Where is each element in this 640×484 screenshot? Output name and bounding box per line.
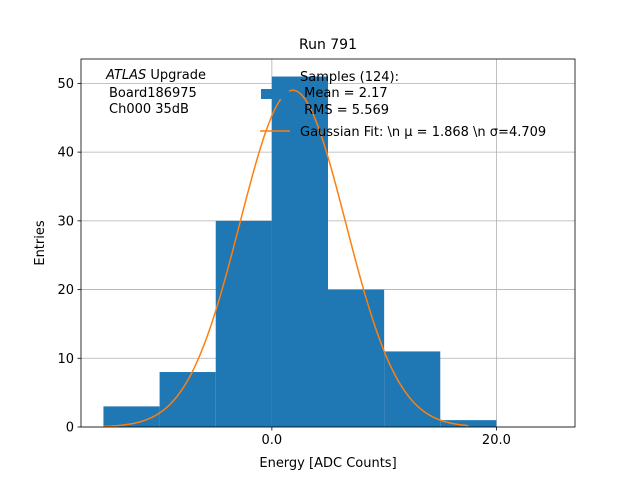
x-tick-label: 20.0 bbox=[482, 433, 511, 448]
histogram-bar bbox=[440, 420, 497, 427]
y-tick-label: 50 bbox=[57, 77, 74, 92]
histogram-bar bbox=[384, 351, 441, 427]
histogram-bar bbox=[215, 220, 272, 427]
legend: Samples (124): Mean = 2.17 RMS = 5.569 G… bbox=[260, 70, 546, 140]
chart-title: Run 791 bbox=[299, 37, 357, 53]
histogram-bar bbox=[328, 289, 385, 427]
atlas-annotation: ATLAS Upgrade bbox=[105, 68, 206, 83]
legend-samples: Samples (124): bbox=[300, 70, 399, 85]
axes-frame bbox=[80, 58, 576, 428]
board-annotation: Board186975 bbox=[109, 86, 197, 101]
atlas-italic: ATLAS bbox=[105, 68, 146, 83]
legend-fit: Gaussian Fit: \n μ = 1.868 \n σ=4.709 bbox=[300, 125, 546, 140]
y-axis-label: Entries bbox=[33, 220, 48, 266]
atlas-upgrade: Upgrade bbox=[146, 68, 206, 83]
legend-mean: Mean = 2.17 bbox=[300, 86, 388, 101]
histogram-bars bbox=[103, 76, 497, 428]
y-tick-label: 20 bbox=[57, 283, 74, 298]
x-tick-label: 0.0 bbox=[262, 433, 283, 448]
histogram-bar bbox=[103, 406, 160, 427]
y-tick-label: 30 bbox=[57, 214, 74, 229]
y-tick-label: 10 bbox=[57, 352, 74, 367]
channel-annotation: Ch000 35dB bbox=[109, 102, 189, 117]
y-tick-label: 40 bbox=[57, 146, 74, 161]
x-axis-label: Energy [ADC Counts] bbox=[259, 456, 396, 471]
legend-patch-samples bbox=[261, 89, 289, 99]
y-tick-label: 0 bbox=[66, 421, 74, 436]
histogram-bar bbox=[271, 76, 328, 428]
ticks: 0.0 20.0 0 10 20 30 40 50 bbox=[57, 77, 510, 448]
legend-rms: RMS = 5.569 bbox=[300, 103, 389, 118]
